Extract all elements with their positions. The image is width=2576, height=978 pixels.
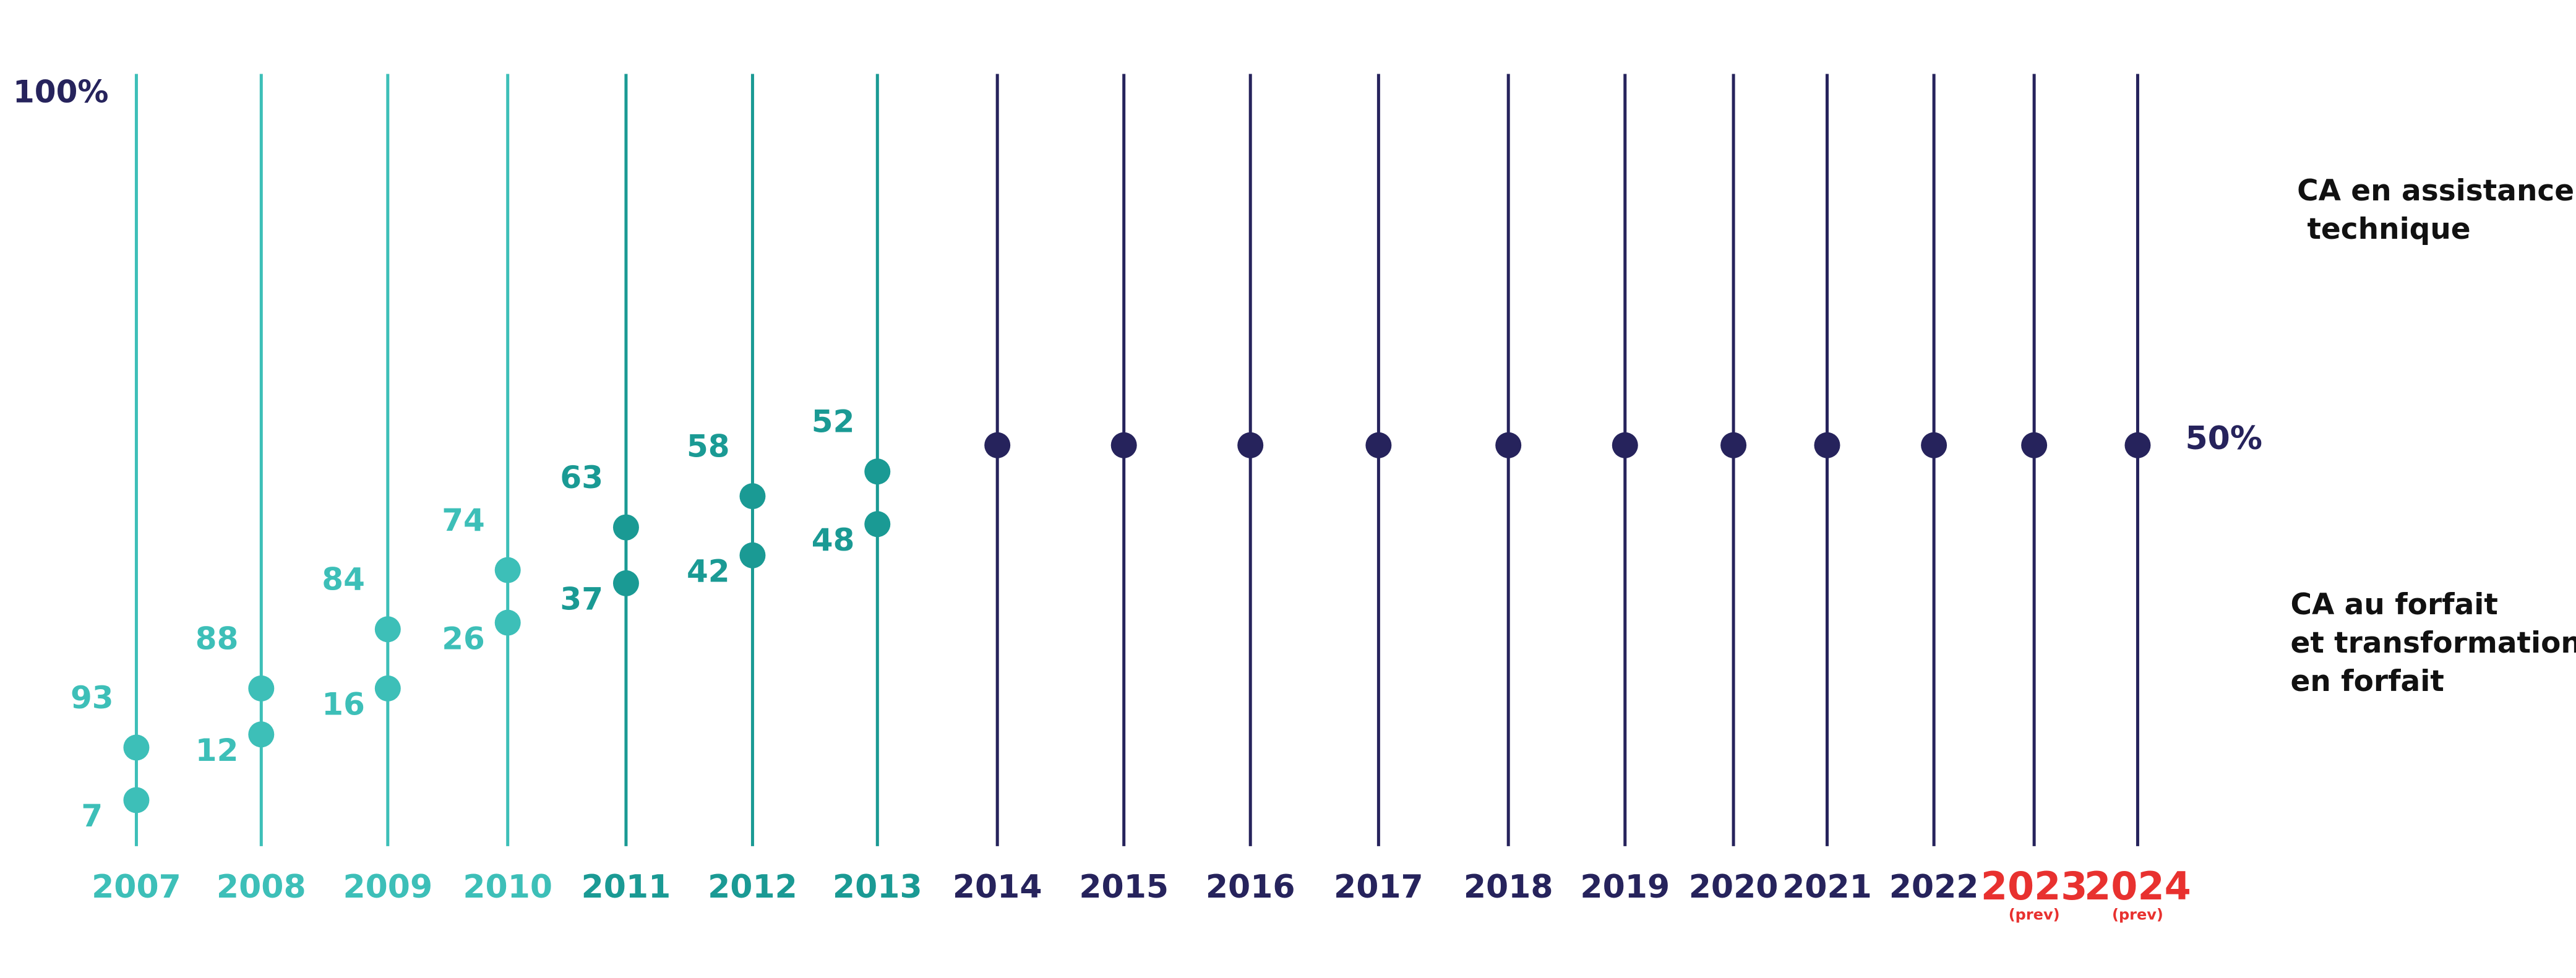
value-label: 58: [687, 429, 730, 465]
x-tick-note: (prev): [2009, 906, 2060, 923]
dot: [494, 609, 521, 636]
value-label: 84: [322, 562, 365, 598]
parity-dot: [1720, 432, 1747, 458]
parity-dot: [1365, 432, 1392, 458]
value-label: 16: [322, 687, 365, 723]
dot: [612, 514, 639, 541]
dot: [864, 458, 891, 485]
value-label: 52: [812, 404, 855, 440]
value-label: 37: [560, 581, 603, 617]
parity-label: 50%: [2185, 420, 2262, 457]
parity-dot: [2021, 432, 2048, 458]
legend-label: CA au forfait et transformation en forfait: [2290, 588, 2576, 698]
parity-dot: [1814, 432, 1840, 458]
x-tick-label: 2017: [1334, 869, 1423, 906]
dot: [248, 675, 275, 701]
x-tick-label: 2019: [1580, 869, 1670, 906]
dot: [123, 734, 150, 761]
parity-dot: [1921, 432, 1947, 458]
x-tick-label: 2010: [463, 869, 552, 906]
x-tick-label: 2024: [2084, 864, 2191, 909]
parity-dot: [1495, 432, 1522, 458]
parity-dot: [984, 432, 1011, 458]
dot: [739, 542, 766, 568]
x-tick-label: 2023: [1981, 864, 2088, 909]
value-label: 88: [195, 620, 239, 656]
value-label: 93: [71, 680, 114, 716]
value-label: 42: [687, 553, 730, 589]
value-label: 12: [195, 732, 239, 768]
x-tick-label: 2016: [1206, 869, 1295, 906]
dot: [739, 483, 766, 510]
x-tick-label: 2015: [1079, 869, 1169, 906]
legend-label: CA en assistance technique: [2297, 173, 2574, 246]
parity-dot: [1612, 432, 1638, 458]
top-label: 100%: [13, 74, 108, 110]
value-label: 7: [81, 798, 103, 834]
value-label: 63: [560, 460, 603, 495]
x-tick-label: 2021: [1782, 869, 1872, 906]
dot: [612, 570, 639, 596]
parity-dot: [2124, 432, 2151, 458]
value-label: 26: [442, 620, 485, 656]
x-tick-label: 2012: [708, 869, 797, 906]
x-tick-label: 2007: [92, 869, 181, 906]
dot: [494, 557, 521, 583]
parity-dot: [1110, 432, 1137, 458]
dot: [374, 616, 401, 643]
x-tick-label: 2009: [343, 869, 432, 906]
dot: [864, 511, 891, 538]
x-tick-label: 2008: [217, 869, 306, 906]
x-tick-label: 2011: [582, 869, 671, 906]
x-tick-label: 2018: [1464, 869, 1553, 906]
x-tick-label: 2020: [1689, 869, 1779, 906]
dot: [248, 721, 275, 748]
parity-dot: [1237, 432, 1264, 458]
x-tick-label: 2014: [953, 869, 1042, 906]
value-label: 74: [442, 502, 485, 538]
x-tick-label: 2013: [833, 869, 922, 906]
x-tick-label: 2022: [1889, 869, 1979, 906]
value-label: 48: [812, 522, 855, 558]
dot: [374, 675, 401, 701]
x-tick-note: (prev): [2112, 906, 2163, 923]
dot: [123, 787, 150, 813]
